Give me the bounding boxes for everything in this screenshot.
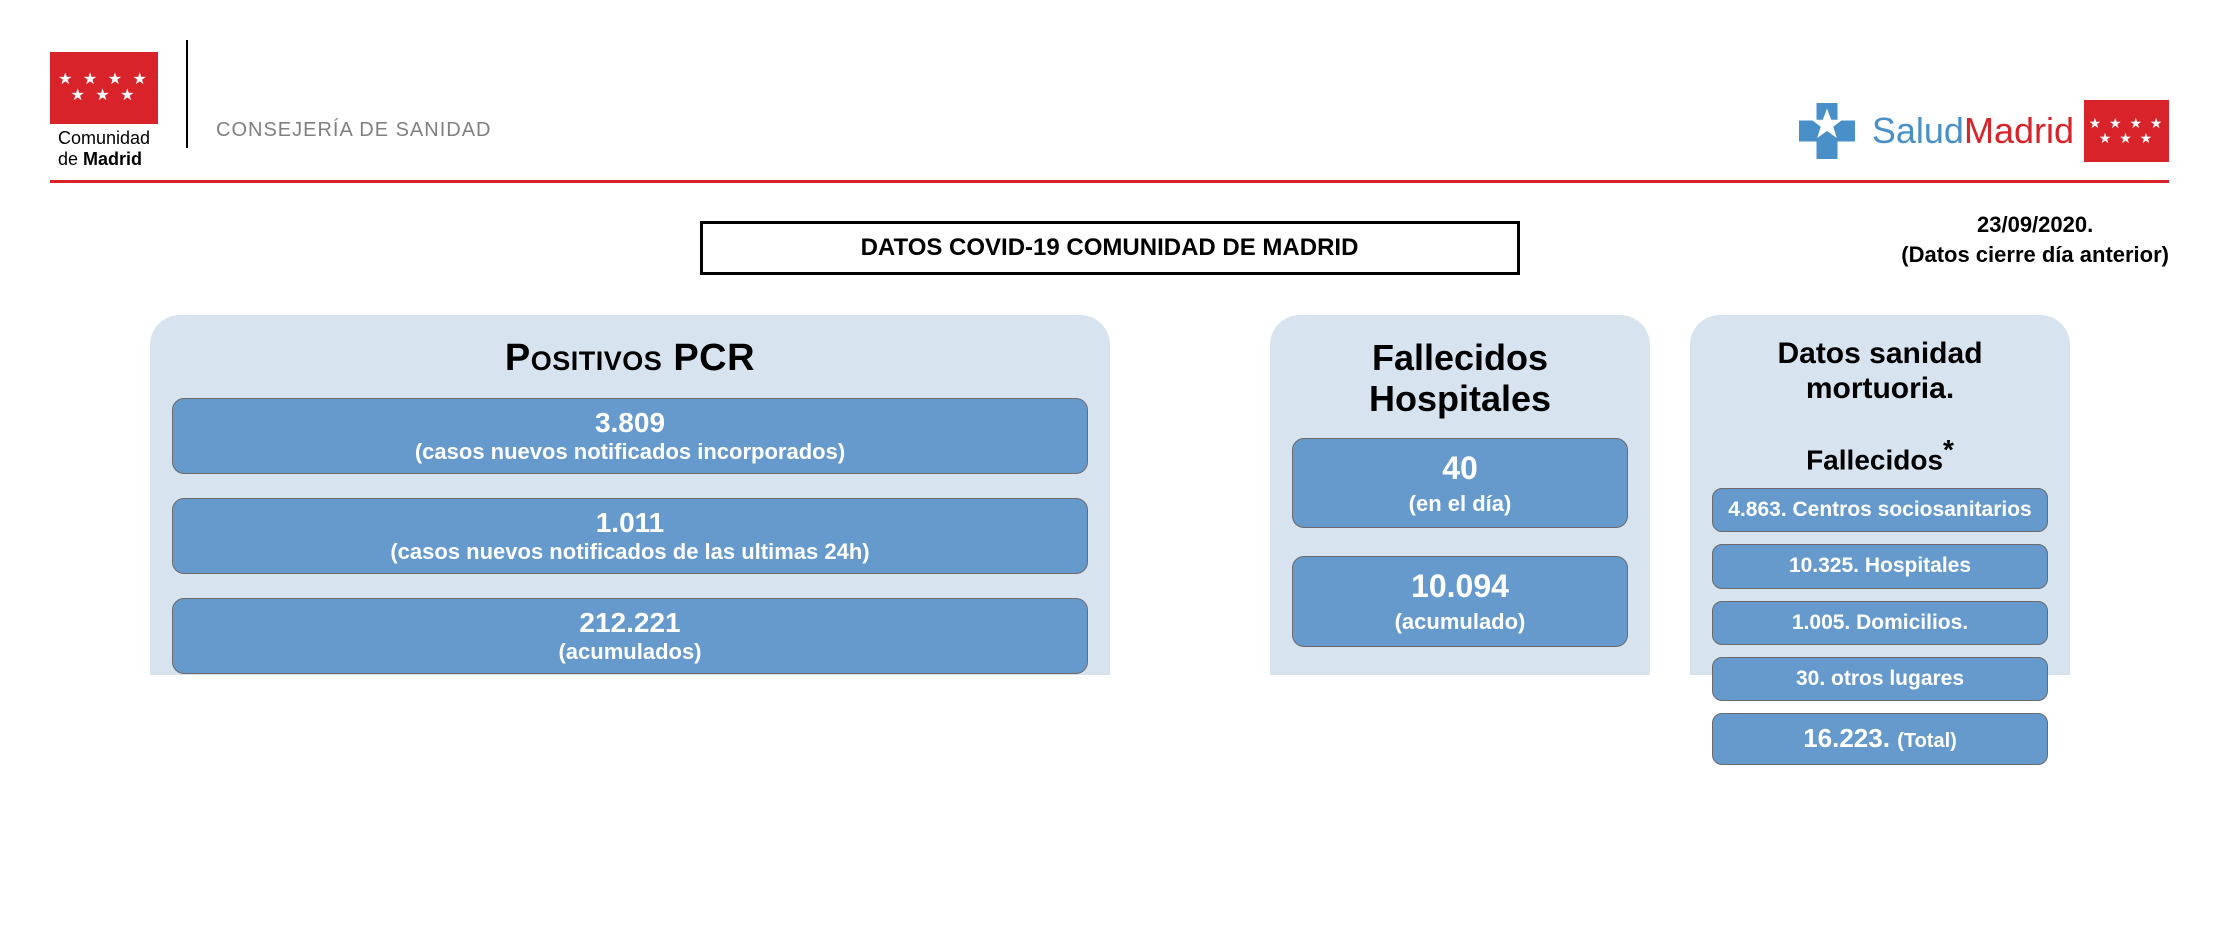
fallecidos-label: (en el día) (1409, 491, 1512, 517)
pcr-chip-nuevos: 3.809 (casos nuevos notificados incorpor… (172, 398, 1088, 474)
page-title: DATOS COVID-19 COMUNIDAD DE MADRID (700, 221, 1520, 275)
date-caption: (Datos cierre día anterior) (1901, 240, 2169, 270)
fallecidos-value: 10.094 (1411, 568, 1509, 605)
mortuoria-chip-domicilios: 1.005. Domicilios. (1712, 601, 2048, 645)
mortuoria-chip-centros: 4.863. Centros sociosanitarios (1712, 488, 2048, 532)
fallecidos-label: (acumulado) (1395, 609, 1526, 635)
date-value: 23/09/2020. (1901, 210, 2169, 240)
panel-title-pcr: Positivos PCR (505, 337, 755, 380)
panels-row: Positivos PCR 3.809 (casos nuevos notifi… (0, 275, 2219, 675)
mortuoria-chip-hospitales: 10.325. Hospitales (1712, 544, 2048, 588)
fallecidos-value: 40 (1442, 450, 1478, 487)
mortuoria-subtitle: Fallecidos* (1806, 434, 1954, 476)
panel-positivos-pcr: Positivos PCR 3.809 (casos nuevos notifi… (150, 315, 1110, 675)
panel-title-mortuoria: Datos sanidadmortuoria. (1777, 337, 1982, 406)
pcr-value: 212.221 (579, 607, 680, 639)
salud-madrid-icon (1792, 96, 1862, 166)
pcr-label: (acumulados) (558, 639, 701, 665)
panel-title-fallecidos: FallecidosHospitales (1369, 337, 1551, 420)
date-block: 23/09/2020. (Datos cierre día anterior) (1901, 210, 2169, 269)
madrid-flag-icon: ★ ★ ★ ★ ★ ★ ★ (50, 52, 158, 124)
mortuoria-chip-total: 16.223. (Total) (1712, 713, 2048, 765)
divider (186, 40, 188, 148)
salud-madrid-text: SaludMadrid (1872, 110, 2074, 152)
header-rule (50, 180, 2169, 183)
panel-fallecidos-hospitales: FallecidosHospitales 40 (en el día) 10.0… (1270, 315, 1650, 675)
pcr-chip-acumulados: 212.221 (acumulados) (172, 598, 1088, 674)
fallecidos-chip-dia: 40 (en el día) (1292, 438, 1628, 529)
pcr-chip-24h: 1.011 (casos nuevos notificados de las u… (172, 498, 1088, 574)
header-right: SaludMadrid ★ ★ ★ ★ ★ ★ ★ (1792, 96, 2169, 170)
comunidad-madrid-text: Comunidad de Madrid (58, 128, 150, 170)
header: ★ ★ ★ ★ ★ ★ ★ Comunidad de Madrid CONSEJ… (0, 0, 2219, 180)
pcr-value: 3.809 (595, 407, 665, 439)
panel-mortuoria: Datos sanidadmortuoria. Fallecidos* 4.86… (1690, 315, 2070, 675)
header-left: ★ ★ ★ ★ ★ ★ ★ Comunidad de Madrid CONSEJ… (50, 40, 492, 170)
consejeria-label: CONSEJERÍA DE SANIDAD (216, 119, 492, 170)
mortuoria-chip-otros: 30. otros lugares (1712, 657, 2048, 701)
pcr-label: (casos nuevos notificados incorporados) (415, 439, 845, 465)
madrid-flag-small-icon: ★ ★ ★ ★ ★ ★ ★ (2084, 100, 2169, 162)
fallecidos-chip-acumulado: 10.094 (acumulado) (1292, 556, 1628, 647)
pcr-value: 1.011 (596, 507, 665, 539)
comunidad-madrid-logo: ★ ★ ★ ★ ★ ★ ★ Comunidad de Madrid (50, 52, 158, 170)
pcr-label: (casos nuevos notificados de las ultimas… (390, 539, 869, 565)
